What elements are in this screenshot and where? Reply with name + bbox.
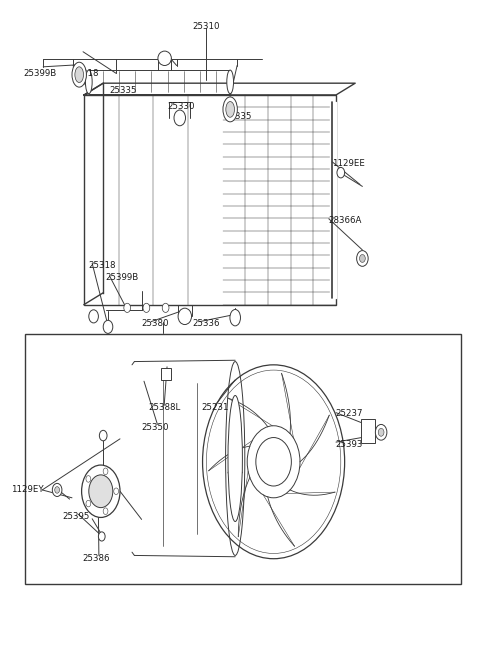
Circle shape [143, 303, 150, 312]
Circle shape [99, 430, 107, 441]
Circle shape [103, 508, 108, 514]
Circle shape [174, 110, 185, 126]
Text: 25395: 25395 [62, 512, 90, 521]
Circle shape [378, 428, 384, 436]
Text: 25310: 25310 [192, 22, 220, 31]
Ellipse shape [227, 70, 233, 94]
Text: 25399B: 25399B [23, 69, 56, 78]
Circle shape [98, 532, 105, 541]
Circle shape [52, 483, 62, 496]
Bar [330, 102, 336, 298]
Circle shape [357, 251, 368, 267]
Circle shape [86, 476, 91, 482]
Text: 25388L: 25388L [149, 403, 181, 412]
Bar [161, 368, 171, 380]
Circle shape [103, 468, 108, 475]
Circle shape [375, 424, 387, 440]
Text: 25380: 25380 [142, 319, 169, 328]
Text: 25336: 25336 [192, 319, 219, 328]
Ellipse shape [75, 67, 84, 83]
Bar [84, 95, 336, 305]
Text: 25237: 25237 [335, 409, 362, 419]
Circle shape [86, 500, 91, 507]
Text: 25335: 25335 [109, 86, 137, 95]
Circle shape [103, 320, 113, 333]
Circle shape [337, 168, 345, 178]
Circle shape [55, 487, 60, 493]
Text: 25231: 25231 [202, 403, 229, 412]
Text: 25318: 25318 [89, 261, 116, 270]
Circle shape [82, 465, 120, 517]
Ellipse shape [230, 310, 240, 326]
Circle shape [162, 303, 169, 312]
Ellipse shape [226, 102, 234, 117]
Circle shape [256, 438, 291, 486]
Text: 25318: 25318 [71, 69, 98, 78]
Circle shape [360, 255, 365, 263]
Ellipse shape [178, 309, 192, 325]
Ellipse shape [158, 51, 171, 66]
Text: 28366A: 28366A [329, 216, 362, 225]
Text: 25386: 25386 [83, 553, 110, 563]
Bar [25, 334, 461, 584]
Text: 25350: 25350 [142, 422, 169, 432]
Ellipse shape [223, 97, 237, 122]
Text: 25399B: 25399B [106, 273, 139, 282]
Ellipse shape [85, 70, 92, 94]
Circle shape [89, 475, 113, 508]
Ellipse shape [72, 62, 86, 87]
Text: 25335: 25335 [225, 112, 252, 121]
Bar [361, 419, 375, 443]
Circle shape [124, 303, 131, 312]
Text: 25330: 25330 [167, 102, 194, 111]
Text: 1129EY: 1129EY [11, 485, 43, 495]
Text: 25393: 25393 [335, 440, 362, 449]
Circle shape [114, 488, 119, 495]
Circle shape [89, 310, 98, 323]
Text: 1129EE: 1129EE [332, 159, 365, 168]
Ellipse shape [228, 396, 242, 521]
